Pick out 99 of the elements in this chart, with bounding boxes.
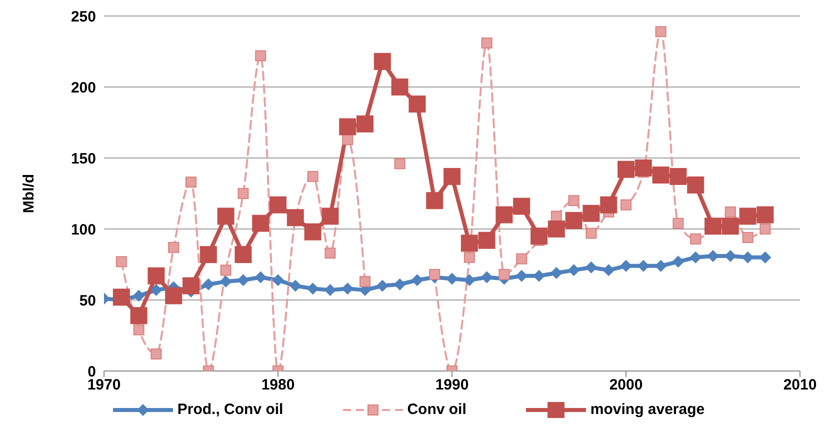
x-tick-label: 1980 xyxy=(261,376,295,394)
point xyxy=(513,198,530,215)
point xyxy=(722,218,739,235)
point xyxy=(687,176,704,194)
point xyxy=(672,256,684,268)
point xyxy=(150,348,162,360)
point xyxy=(376,280,388,292)
y-tick-label: 250 xyxy=(70,8,96,26)
y-tick-label: 100 xyxy=(70,221,96,238)
point xyxy=(516,253,528,264)
point xyxy=(200,246,217,264)
point xyxy=(391,78,408,96)
point xyxy=(220,276,232,288)
point xyxy=(394,158,406,170)
point xyxy=(756,206,774,224)
point xyxy=(133,324,144,336)
point xyxy=(408,96,426,113)
point xyxy=(724,206,736,218)
point xyxy=(496,206,513,224)
x-tick-label: 2000 xyxy=(609,376,643,394)
point xyxy=(237,274,250,286)
point xyxy=(568,264,580,276)
legend-label: moving average xyxy=(590,401,705,418)
point xyxy=(132,290,145,302)
legend-label: Prod., Conv oil xyxy=(177,401,284,418)
point xyxy=(360,276,370,288)
point xyxy=(324,248,336,259)
y-tick-label: 200 xyxy=(70,79,96,96)
point xyxy=(220,264,232,276)
point xyxy=(150,284,162,296)
point xyxy=(306,282,319,295)
point xyxy=(217,208,234,225)
point xyxy=(272,274,284,286)
point xyxy=(356,115,374,132)
point xyxy=(130,307,148,324)
point xyxy=(339,118,356,136)
point xyxy=(672,218,684,229)
point xyxy=(533,270,545,282)
point xyxy=(620,260,632,272)
point xyxy=(739,208,756,225)
point xyxy=(655,26,666,38)
point xyxy=(602,264,615,276)
point xyxy=(690,233,702,244)
point xyxy=(411,274,424,286)
point xyxy=(289,280,302,292)
point xyxy=(498,268,510,280)
x-tick-label: 1990 xyxy=(435,376,469,394)
point xyxy=(238,188,249,199)
y-tick-label: 150 xyxy=(70,150,96,168)
point xyxy=(652,166,670,184)
point xyxy=(168,242,180,253)
point xyxy=(286,209,304,226)
point xyxy=(481,37,492,48)
point xyxy=(254,271,267,284)
x-tick-label: 2010 xyxy=(783,376,817,394)
point xyxy=(186,176,196,188)
point xyxy=(618,160,634,178)
point xyxy=(322,208,339,225)
point xyxy=(620,199,632,210)
point xyxy=(426,192,444,210)
point xyxy=(600,196,618,214)
point xyxy=(704,218,722,235)
point xyxy=(464,252,475,263)
point xyxy=(148,267,165,284)
point xyxy=(548,220,565,238)
point xyxy=(324,284,336,296)
point xyxy=(270,196,286,214)
point xyxy=(634,159,652,176)
point xyxy=(585,261,598,274)
point xyxy=(460,234,478,252)
point xyxy=(165,287,182,304)
point xyxy=(586,228,597,239)
point xyxy=(252,214,270,232)
point xyxy=(742,232,754,244)
point xyxy=(374,52,391,70)
point xyxy=(760,224,771,234)
point xyxy=(394,278,406,290)
point xyxy=(307,170,318,182)
point xyxy=(463,274,476,286)
point xyxy=(202,278,214,290)
point xyxy=(429,268,440,280)
point xyxy=(234,246,252,264)
point xyxy=(670,168,687,185)
point xyxy=(478,232,496,249)
point xyxy=(116,256,127,268)
point xyxy=(446,272,458,285)
point xyxy=(255,50,266,62)
point xyxy=(112,288,130,306)
point xyxy=(480,271,493,284)
point xyxy=(568,195,580,206)
legend-label: Conv oil xyxy=(407,401,466,418)
point xyxy=(444,168,460,185)
point xyxy=(550,210,562,222)
point xyxy=(582,204,600,222)
point xyxy=(565,212,582,229)
point xyxy=(550,267,562,280)
y-tick-label: 50 xyxy=(79,292,96,310)
point xyxy=(304,223,322,240)
y-axis-title: Mbl/d xyxy=(20,174,38,214)
